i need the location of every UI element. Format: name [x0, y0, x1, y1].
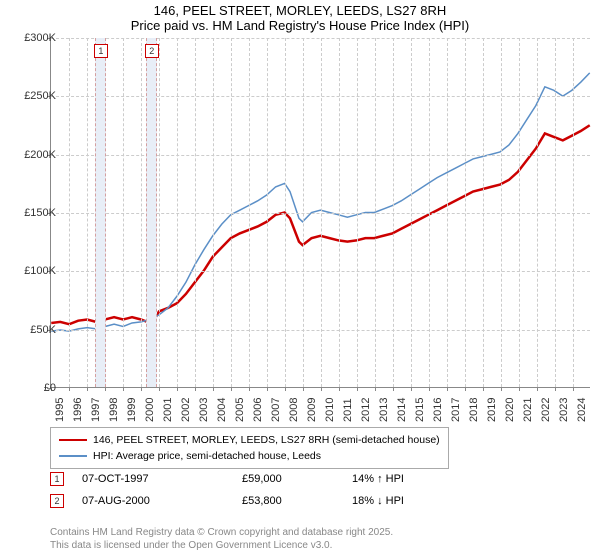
footer-line2: This data is licensed under the Open Gov…: [50, 539, 393, 552]
x-axis-label: 2019: [486, 398, 498, 422]
x-axis-label: 2009: [306, 398, 318, 422]
y-axis-label: £250K: [24, 90, 56, 102]
chart-subtitle: Price paid vs. HM Land Registry's House …: [0, 18, 600, 33]
y-axis-label: £300K: [24, 32, 56, 44]
legend-label: 146, PEEL STREET, MORLEY, LEEDS, LS27 8R…: [93, 434, 440, 446]
x-axis-label: 2001: [162, 398, 174, 422]
y-axis-label: £100K: [24, 265, 56, 277]
legend: 146, PEEL STREET, MORLEY, LEEDS, LS27 8R…: [50, 427, 449, 469]
sale-price: £53,800: [242, 495, 352, 507]
footer-line1: Contains HM Land Registry data © Crown c…: [50, 526, 393, 539]
x-axis-label: 2022: [540, 398, 552, 422]
x-axis-label: 2024: [576, 398, 588, 422]
legend-swatch: [59, 455, 87, 457]
x-axis-label: 2014: [396, 398, 408, 422]
chart-container: 146, PEEL STREET, MORLEY, LEEDS, LS27 8R…: [0, 0, 600, 560]
x-axis-label: 2008: [288, 398, 300, 422]
legend-item: HPI: Average price, semi-detached house,…: [59, 448, 440, 464]
x-axis-label: 2000: [144, 398, 156, 422]
x-axis-label: 2023: [558, 398, 570, 422]
sale-date: 07-AUG-2000: [82, 495, 242, 507]
x-axis-label: 2013: [378, 398, 390, 422]
x-axis-label: 2011: [342, 398, 354, 422]
legend-swatch: [59, 439, 87, 442]
x-axis-label: 2012: [360, 398, 372, 422]
x-axis-label: 1997: [90, 398, 102, 422]
x-axis-label: 2020: [504, 398, 516, 422]
x-axis-label: 1995: [54, 398, 66, 422]
y-axis-label: £50K: [30, 324, 56, 336]
x-axis-label: 2017: [450, 398, 462, 422]
x-axis-label: 2004: [216, 398, 228, 422]
sale-row: 1 07-OCT-1997£59,00014% ↑ HPI: [50, 468, 404, 490]
sale-date: 07-OCT-1997: [82, 473, 242, 485]
sale-marker-label: 1: [94, 44, 108, 58]
sale-pct: 14% ↑ HPI: [352, 473, 404, 485]
sale-row-marker: 1: [50, 472, 64, 486]
x-axis-label: 2005: [234, 398, 246, 422]
x-axis-label: 2018: [468, 398, 480, 422]
sale-pct: 18% ↓ HPI: [352, 495, 404, 507]
footer-attribution: Contains HM Land Registry data © Crown c…: [50, 526, 393, 552]
x-axis-label: 2007: [270, 398, 282, 422]
sale-row-marker: 2: [50, 494, 64, 508]
sales-table: 1 07-OCT-1997£59,00014% ↑ HPI 2 07-AUG-2000…: [50, 468, 404, 512]
y-axis-label: £150K: [24, 207, 56, 219]
plot-area: 12: [50, 38, 590, 388]
x-axis-label: 2010: [324, 398, 336, 422]
sale-row: 2 07-AUG-2000£53,80018% ↓ HPI: [50, 490, 404, 512]
x-axis-label: 1998: [108, 398, 120, 422]
x-axis-label: 2021: [522, 398, 534, 422]
x-axis-label: 2015: [414, 398, 426, 422]
chart-title: 146, PEEL STREET, MORLEY, LEEDS, LS27 8R…: [0, 0, 600, 18]
x-axis-label: 1996: [72, 398, 84, 422]
y-axis-label: £200K: [24, 149, 56, 161]
x-axis-label: 2003: [198, 398, 210, 422]
sale-price: £59,000: [242, 473, 352, 485]
x-axis-label: 2016: [432, 398, 444, 422]
x-axis-label: 2002: [180, 398, 192, 422]
legend-item: 146, PEEL STREET, MORLEY, LEEDS, LS27 8R…: [59, 432, 440, 448]
sale-marker-label: 2: [145, 44, 159, 58]
x-axis-label: 2006: [252, 398, 264, 422]
y-axis-label: £0: [44, 382, 56, 394]
legend-label: HPI: Average price, semi-detached house,…: [93, 450, 321, 462]
x-axis-label: 1999: [126, 398, 138, 422]
